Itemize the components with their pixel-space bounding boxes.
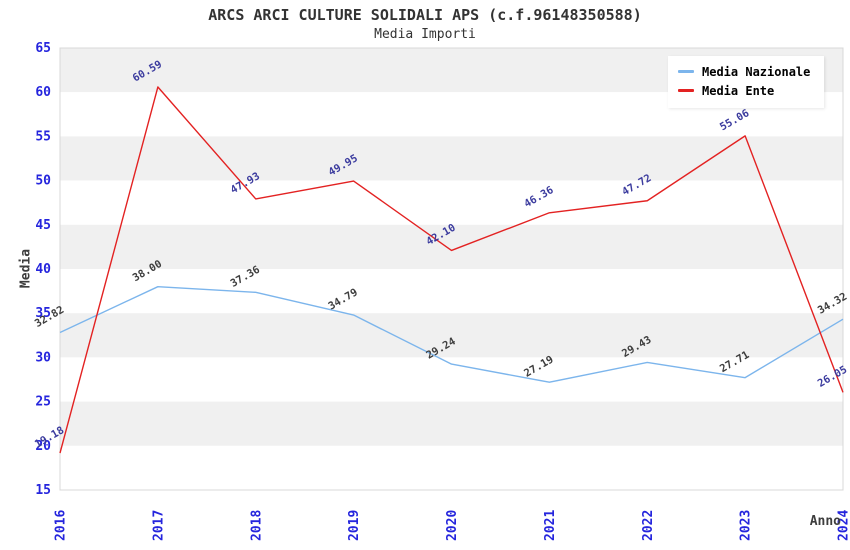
x-tick-label: 2017 [151, 510, 166, 541]
x-axis-title: Anno [809, 514, 841, 529]
x-tick-label: 2024 [837, 510, 850, 541]
grid-band [60, 136, 843, 181]
y-tick-label: 20 [35, 439, 51, 454]
y-tick-label: 30 [35, 350, 51, 365]
legend[interactable]: Media Nazionale Media Ente [668, 56, 825, 108]
chart-subtitle: Media Importi [374, 27, 476, 42]
x-tick-label: 2022 [641, 510, 656, 541]
y-tick-label: 55 [35, 129, 51, 144]
y-tick-label: 65 [35, 41, 51, 56]
y-tick-label: 60 [35, 85, 51, 100]
plot-border [59, 47, 844, 491]
grid-band [60, 269, 843, 314]
x-tick-label: 2020 [445, 510, 460, 541]
y-tick-label: 15 [35, 483, 51, 498]
chart-title: ARCS ARCI CULTURE SOLIDALI APS (c.f.9614… [208, 6, 642, 24]
y-tick-label: 45 [35, 218, 51, 233]
x-tick-label: 2019 [347, 510, 362, 541]
grid-band [60, 224, 843, 269]
x-tick-label: 2016 [54, 510, 69, 541]
legend-item-media-nazionale[interactable]: Media Nazionale [678, 62, 810, 81]
grid-band [60, 445, 843, 490]
y-tick-label: 35 [35, 306, 51, 321]
x-tick-label: 2023 [739, 510, 754, 541]
y-tick-label: 25 [35, 395, 51, 410]
grid-band [60, 180, 843, 225]
x-tick-label: 2018 [249, 510, 264, 541]
legend-label: Media Ente [702, 83, 775, 98]
grid-band [60, 313, 843, 358]
y-tick-label: 50 [35, 174, 51, 189]
legend-item-media-ente[interactable]: Media Ente [678, 81, 810, 100]
series-line-media-nazionale [59, 285, 844, 383]
series-line-media-ente [59, 86, 844, 454]
x-tick-label: 2021 [543, 510, 558, 541]
legend-label: Media Nazionale [702, 64, 811, 79]
grid-band [60, 401, 843, 446]
line-swatch-icon [678, 89, 694, 92]
line-swatch-icon [678, 70, 694, 73]
y-tick-label: 40 [35, 262, 51, 277]
